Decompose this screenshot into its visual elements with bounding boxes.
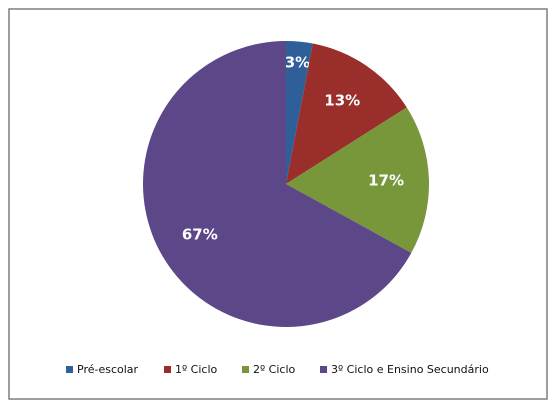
pie-slice (142, 40, 412, 327)
pie-slice (286, 107, 429, 253)
legend-label: 2º Ciclo (253, 363, 296, 376)
data-label: 17% (368, 171, 404, 189)
legend-label: 3º Ciclo e Ensino Secundário (331, 363, 489, 376)
data-label: 3% (285, 53, 310, 71)
data-label: 13% (324, 92, 360, 110)
legend-label: 1º Ciclo (175, 363, 218, 376)
pie-slice (286, 41, 313, 184)
pie-slice (286, 43, 407, 184)
data-label: 67% (182, 225, 218, 243)
legend-label: Pré-escolar (77, 363, 139, 376)
legend-swatch (66, 366, 73, 373)
legend-swatch (320, 366, 327, 373)
legend-swatch (164, 366, 171, 373)
legend-swatch (242, 366, 249, 373)
